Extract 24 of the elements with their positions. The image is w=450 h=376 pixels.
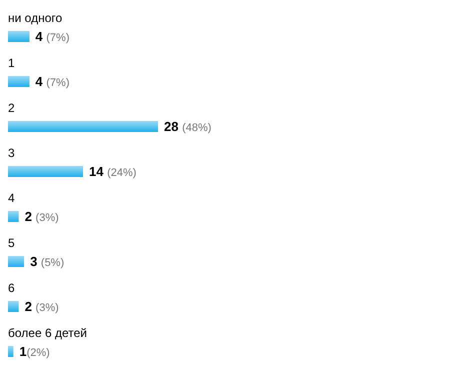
data-label: 14 (24%) xyxy=(89,164,136,179)
y-tick-label: 6 xyxy=(8,281,15,295)
data-label: 1(2%) xyxy=(19,344,50,359)
data-label: 28 (48%) xyxy=(164,119,212,134)
data-label: 4 (7%) xyxy=(35,29,70,44)
bar xyxy=(8,76,30,87)
y-tick-label: 4 xyxy=(8,191,15,205)
data-label: 3 (5%) xyxy=(30,254,64,269)
bar xyxy=(8,301,19,312)
bar xyxy=(8,121,158,132)
data-label: 2 (3%) xyxy=(24,299,59,314)
bar xyxy=(8,211,19,222)
y-tick-label: более 6 детей xyxy=(8,326,87,340)
bar xyxy=(8,166,83,177)
y-tick-label: 1 xyxy=(8,56,15,70)
data-label: 4 (7%) xyxy=(35,74,70,89)
y-tick-label: 2 xyxy=(8,101,15,115)
y-tick-label: ни одного xyxy=(8,11,62,25)
bar xyxy=(8,256,24,267)
bar xyxy=(8,346,14,357)
y-tick-label: 5 xyxy=(8,236,15,250)
y-tick-label: 3 xyxy=(8,146,15,160)
bar xyxy=(8,31,30,42)
data-label: 2 (3%) xyxy=(24,209,59,224)
